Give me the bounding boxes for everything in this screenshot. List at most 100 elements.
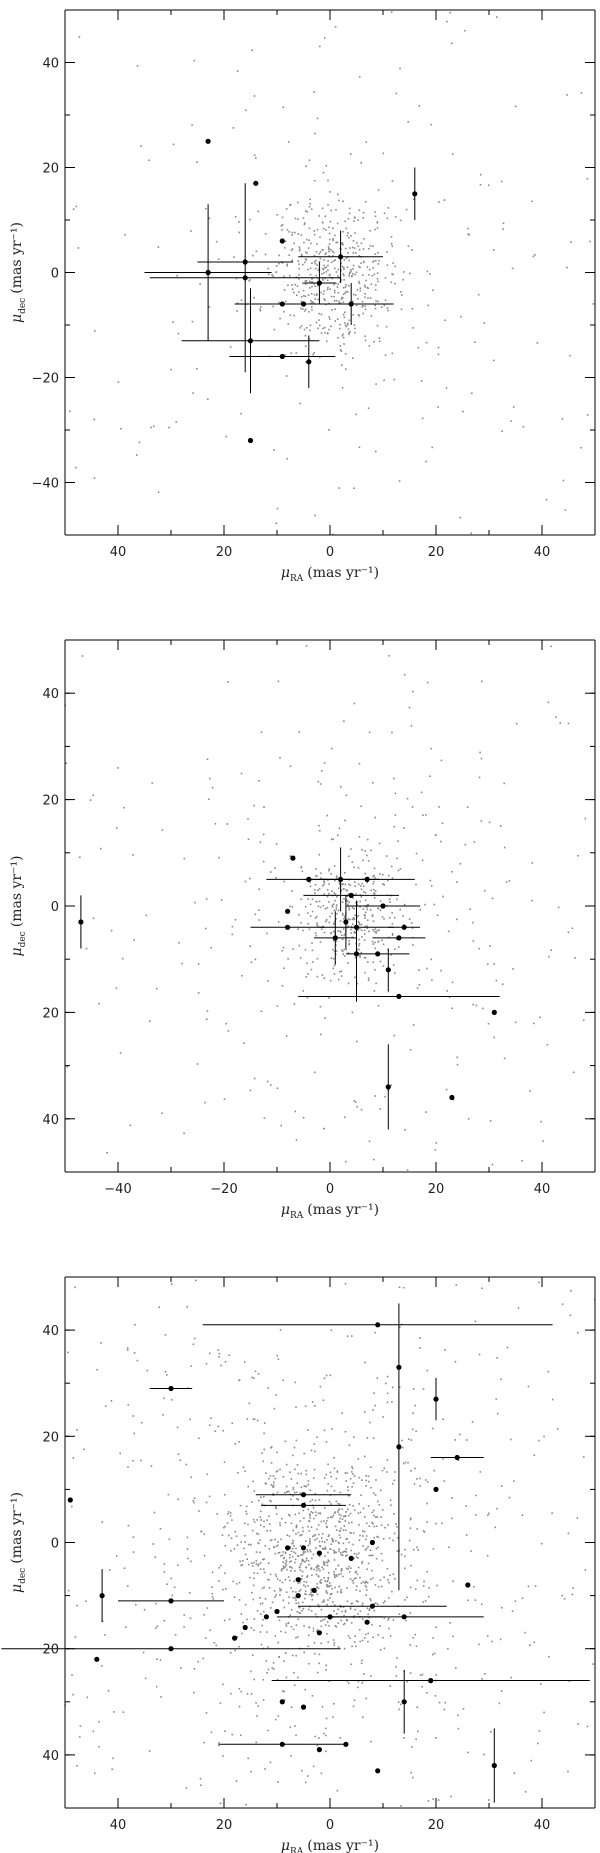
background-point (340, 279, 343, 281)
background-point (281, 1568, 283, 1570)
background-point (344, 1520, 347, 1522)
background-point (339, 1503, 341, 1505)
background-point (323, 762, 326, 764)
background-point (357, 314, 360, 316)
background-point (399, 868, 402, 870)
background-point (352, 1532, 355, 1534)
background-point (362, 859, 364, 862)
background-point (353, 932, 356, 934)
background-point (250, 1627, 253, 1629)
background-point (396, 1657, 398, 1659)
background-point (375, 1525, 378, 1527)
background-point (481, 1287, 483, 1290)
background-point (362, 1716, 364, 1718)
background-point (335, 944, 337, 946)
background-point (323, 1429, 326, 1432)
background-point (240, 1734, 242, 1737)
background-point (339, 931, 342, 933)
background-point (222, 1755, 224, 1757)
background-point (286, 228, 289, 231)
member-point (232, 1635, 238, 1641)
background-point (402, 1446, 404, 1449)
background-point (79, 856, 81, 858)
background-point (332, 967, 335, 970)
background-point (359, 954, 361, 957)
background-point (352, 293, 355, 296)
background-point (319, 251, 322, 253)
background-point (256, 1532, 258, 1535)
background-point (135, 1604, 137, 1606)
background-point (338, 302, 341, 304)
background-point (431, 446, 434, 449)
background-point (215, 240, 218, 243)
background-point (293, 1003, 296, 1005)
background-point (456, 881, 458, 883)
background-point (326, 288, 329, 291)
background-point (311, 1401, 314, 1403)
background-point (282, 1476, 285, 1478)
background-point (343, 918, 345, 920)
background-point (243, 1042, 245, 1044)
background-point (430, 747, 433, 750)
background-point (323, 1600, 325, 1603)
background-point (327, 260, 329, 262)
background-point (311, 262, 313, 264)
background-point (325, 1590, 328, 1592)
background-point (427, 1800, 430, 1802)
background-point (381, 1469, 384, 1472)
background-point (332, 1539, 334, 1541)
background-point (92, 917, 95, 920)
background-point (372, 1409, 374, 1411)
background-point (540, 1542, 543, 1545)
background-point (292, 1529, 294, 1532)
background-point (210, 1417, 212, 1419)
background-point (334, 1525, 337, 1528)
background-point (319, 906, 322, 909)
background-point (282, 1565, 285, 1567)
background-point (317, 889, 319, 891)
background-point (392, 1619, 395, 1621)
background-point (462, 410, 464, 413)
background-point (334, 1576, 336, 1579)
background-point (98, 1745, 100, 1748)
background-point (457, 1727, 460, 1730)
background-point (252, 1418, 255, 1421)
x-axis-label: μRA (mas yr⁻¹) (281, 1202, 379, 1221)
background-point (324, 920, 327, 923)
background-point (259, 841, 262, 843)
background-point (353, 1509, 356, 1511)
background-point (294, 1381, 296, 1384)
background-point (344, 1282, 347, 1285)
background-point (434, 1695, 437, 1697)
background-point (309, 280, 311, 283)
background-point (119, 1452, 121, 1455)
background-point (294, 231, 296, 234)
background-point (397, 1537, 399, 1539)
background-point (359, 1590, 361, 1592)
background-point (513, 1772, 516, 1774)
background-point (395, 1665, 397, 1668)
background-point (292, 1541, 294, 1544)
background-point (298, 731, 301, 733)
background-point (315, 934, 317, 937)
background-point (323, 931, 326, 934)
background-point (341, 1610, 343, 1613)
background-point (331, 255, 334, 257)
background-point (365, 141, 368, 143)
background-point (352, 1543, 354, 1546)
background-point (361, 1562, 363, 1565)
background-point (332, 903, 335, 905)
background-point (276, 1451, 278, 1454)
background-point (366, 1568, 368, 1570)
background-point (335, 282, 337, 285)
background-point (352, 357, 354, 359)
background-point (291, 260, 294, 263)
background-point (335, 241, 337, 244)
background-point (455, 1284, 458, 1286)
background-point (344, 955, 346, 957)
background-point (192, 392, 194, 394)
background-point (392, 964, 395, 966)
background-point (353, 1699, 356, 1702)
background-point (155, 1627, 157, 1629)
background-point (388, 1597, 390, 1599)
